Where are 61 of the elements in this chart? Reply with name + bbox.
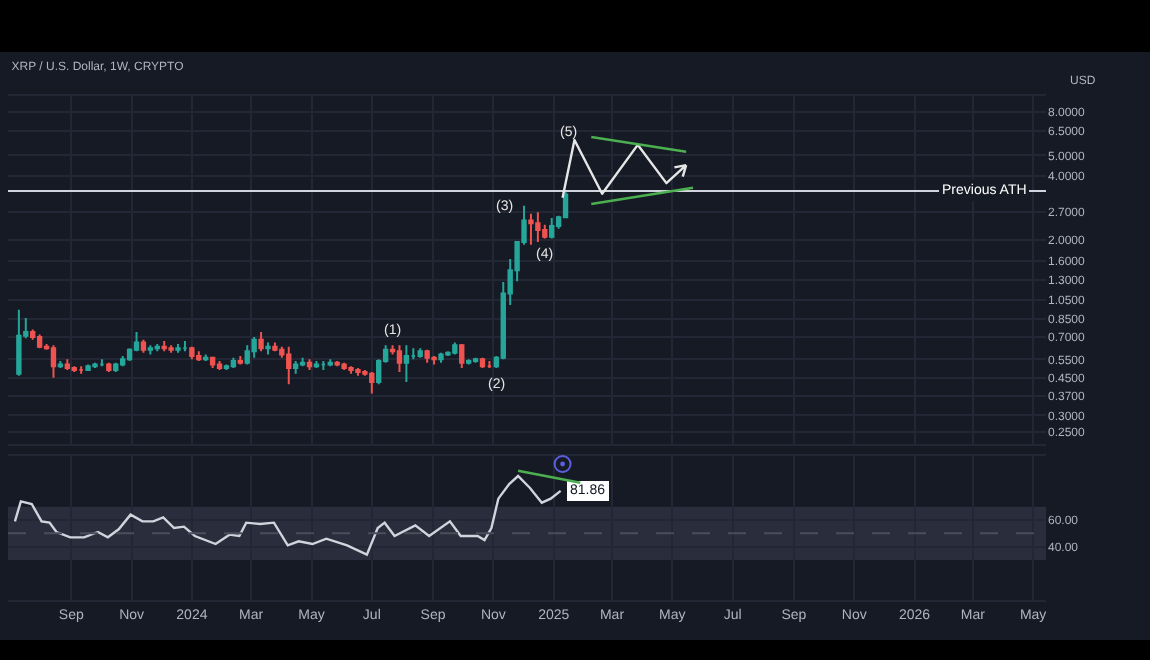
candlestick (133, 330, 140, 353)
candlestick (403, 344, 410, 384)
candlestick (528, 212, 534, 246)
candlestick (85, 363, 91, 371)
candlestick (237, 355, 243, 366)
candlestick (459, 342, 465, 370)
candlestick (209, 356, 216, 370)
candlestick (57, 360, 64, 370)
candlestick (348, 365, 354, 375)
candlestick (189, 345, 195, 361)
candlestick (244, 344, 250, 366)
candlestick (445, 350, 451, 358)
candlestick (341, 361, 347, 371)
candlestick (203, 353, 209, 363)
candlestick (292, 360, 299, 375)
candlestick (417, 347, 423, 359)
candlestick (334, 360, 340, 368)
candlestick (286, 345, 292, 386)
candlestick (71, 365, 77, 373)
candlestick (30, 328, 36, 341)
candlestick (452, 341, 458, 356)
candlestick (50, 344, 57, 379)
candlestick (106, 361, 112, 373)
candlestick (396, 344, 403, 373)
candlestick (535, 211, 541, 243)
line-series (13, 474, 562, 556)
candlestick (216, 360, 223, 371)
candlestick (223, 363, 230, 371)
candlestick (168, 344, 174, 354)
candlestick (161, 340, 167, 353)
candlestick (327, 358, 333, 368)
candlestick (479, 356, 486, 370)
candlestick (230, 356, 237, 370)
candlestick (147, 344, 154, 356)
candlestick (424, 348, 430, 364)
candlestick (355, 367, 361, 377)
candlestick (306, 358, 313, 371)
candlestick (472, 356, 479, 364)
candlestick (251, 336, 257, 359)
candlestick (320, 360, 327, 371)
candlestick (92, 361, 98, 370)
candlestick (369, 370, 375, 395)
candlestick (265, 341, 271, 356)
candlestick (272, 341, 278, 353)
candlestick (113, 361, 119, 373)
candlestick (16, 308, 22, 377)
candlestick (258, 330, 264, 353)
candlestick (36, 333, 43, 350)
candlestick (175, 342, 181, 354)
candlestick (64, 358, 70, 371)
candlestick (140, 338, 147, 354)
candlestick (119, 355, 126, 368)
candlestick (154, 342, 160, 353)
candlestick (549, 216, 555, 240)
candlestick (313, 360, 320, 370)
candlestick (182, 340, 188, 353)
candlestick (431, 355, 437, 366)
candlestick (299, 356, 306, 368)
candlestick (465, 358, 472, 366)
candlestick (438, 351, 444, 364)
candlestick (196, 350, 202, 363)
